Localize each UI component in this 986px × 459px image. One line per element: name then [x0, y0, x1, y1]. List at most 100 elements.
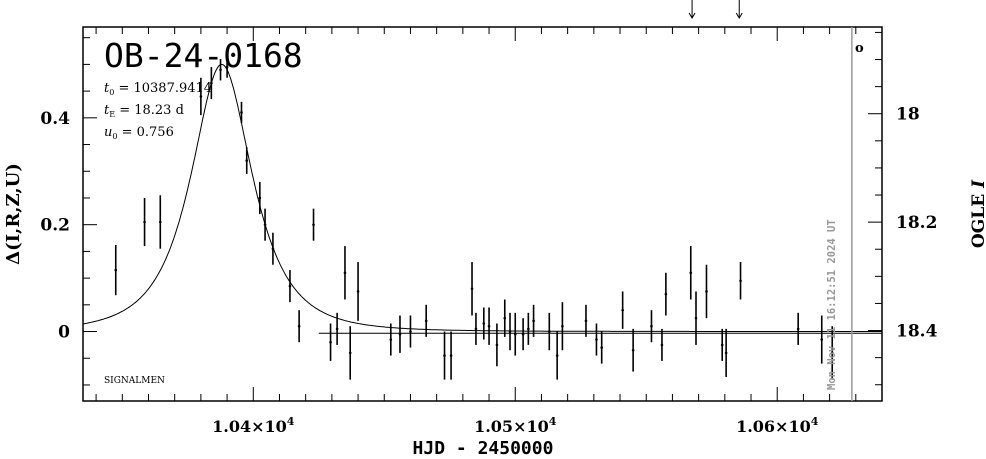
point-marker [595, 338, 598, 341]
data-point [356, 262, 360, 321]
point-marker [356, 290, 360, 293]
data-point [527, 312, 530, 345]
data-point [443, 331, 446, 380]
data-point [739, 262, 742, 300]
parameter-value: = 18.23 d [115, 103, 184, 118]
data-point [631, 328, 635, 372]
down-arrow [688, 0, 696, 19]
x-tick-labels: 1.04×104 1.05×104 1.06×104 [212, 415, 819, 436]
point-marker [487, 324, 491, 328]
data-point [584, 304, 588, 337]
parameter-symbol: u [104, 125, 112, 140]
x-tick-label: 1.06×104 [736, 415, 819, 436]
point-marker [548, 330, 551, 333]
data-point [389, 323, 393, 356]
point-marker [389, 338, 393, 341]
arrow-head [688, 12, 696, 19]
y-axis-right-label: OGLE I [969, 179, 986, 248]
point-marker [409, 330, 412, 333]
x-tick-exponent: 4 [549, 415, 557, 428]
point-marker [288, 284, 292, 288]
data-point [329, 323, 332, 361]
x-tick-exponent: 4 [287, 415, 295, 428]
point-marker [329, 340, 332, 344]
data-point [664, 272, 668, 316]
parameter-subscript: 0 [109, 88, 114, 97]
y-left-tick-label: 0 [58, 323, 70, 343]
point-marker [443, 354, 446, 357]
data-point [312, 208, 315, 241]
point-marker [225, 65, 229, 69]
data-point [271, 232, 275, 265]
x-tick-label: 1.04×104 [212, 415, 295, 436]
data-point [258, 181, 262, 214]
tick-marks [83, 27, 883, 401]
parameter-symbol: t [104, 81, 110, 96]
data-point [694, 291, 698, 345]
data-point [720, 328, 724, 361]
data-point [143, 197, 146, 247]
y-axis-right-label-text: OGLE [969, 194, 986, 248]
data-point [263, 208, 267, 241]
data-point [650, 310, 653, 343]
parameter-line: tE = 18.23 d [104, 103, 184, 119]
data-point [724, 328, 728, 377]
point-marker [561, 324, 564, 328]
data-point [595, 323, 598, 356]
observation-arrows [688, 0, 743, 19]
data-point [820, 315, 824, 364]
point-marker [343, 271, 347, 275]
point-marker [664, 292, 668, 296]
x-tick-mantissa: 1.06 [736, 417, 775, 436]
point-marker [474, 327, 478, 331]
model-curve [82, 63, 882, 332]
data-point [482, 307, 486, 340]
point-marker [495, 343, 499, 347]
data-point [335, 312, 339, 345]
point-marker [470, 287, 474, 291]
data-point [114, 244, 118, 296]
y-left-tick-labels: 0 0.2 0.4 [40, 109, 70, 343]
point-marker [830, 351, 834, 355]
x-tick-label: 1.05×104 [474, 415, 557, 436]
data-point [495, 323, 499, 367]
data-point [348, 326, 352, 380]
data-point [225, 56, 229, 78]
data-point [503, 299, 507, 337]
parameter-subscript: E [109, 110, 115, 119]
parameter-line: t0 = 10387.9414 [104, 81, 212, 97]
point-marker [584, 319, 588, 323]
parameter-line: u0 = 0.756 [104, 125, 174, 141]
data-point [343, 246, 347, 300]
point-marker [482, 322, 486, 325]
data-point [532, 304, 535, 337]
data-point [796, 312, 800, 345]
down-arrow [735, 0, 743, 19]
point-marker [621, 308, 624, 312]
point-marker [796, 327, 800, 331]
event-id: OB-24-0168 [104, 36, 303, 75]
data-point [513, 312, 517, 356]
plot-frame [82, 26, 883, 402]
point-marker [503, 316, 507, 320]
data-point [398, 315, 402, 353]
x-tick-times: ×10 [513, 417, 549, 436]
point-marker [705, 290, 708, 293]
point-marker [820, 338, 824, 341]
point-marker [449, 354, 453, 357]
parameter-value: = 0.756 [117, 125, 173, 140]
data-point [470, 262, 474, 316]
point-marker [600, 346, 603, 349]
data-points [114, 56, 834, 380]
x-tick-exponent: 4 [811, 415, 819, 428]
point-marker [258, 196, 262, 200]
point-marker [739, 279, 742, 283]
data-point [705, 264, 708, 319]
data-point [449, 331, 453, 380]
data-point [621, 291, 624, 329]
data-point [830, 326, 834, 380]
x-tick-times: ×10 [775, 417, 811, 436]
point-marker [694, 316, 698, 320]
y-right-tick-label: 18.2 [896, 213, 937, 233]
